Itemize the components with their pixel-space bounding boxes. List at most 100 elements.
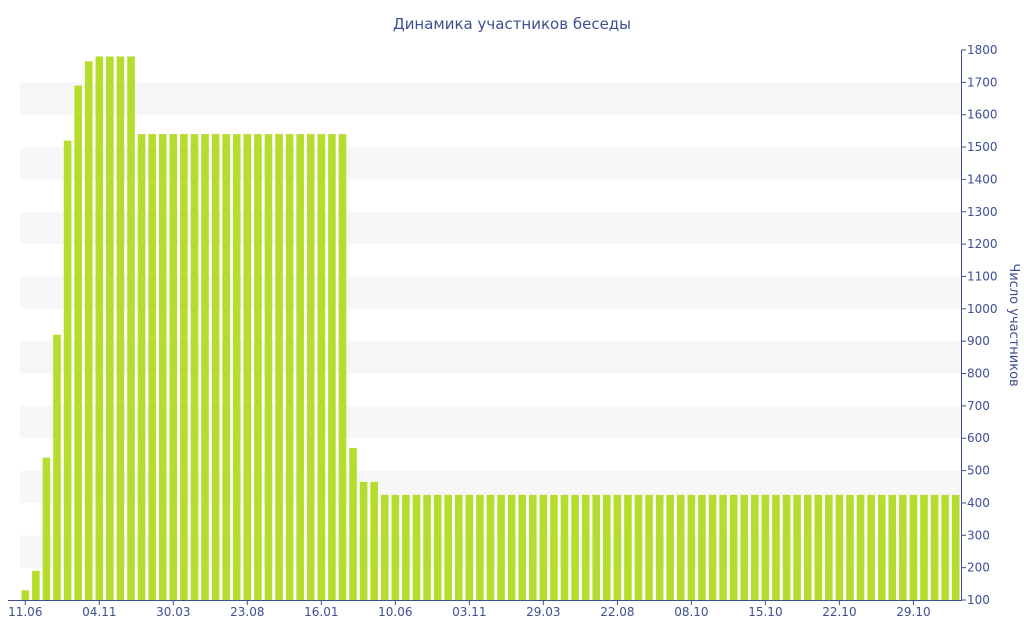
bar: [275, 134, 283, 600]
bar: [793, 494, 801, 600]
bar: [698, 494, 706, 600]
y-axis-ticks: 100 200 300 400 500 600 700 800 900 1000 1100 1200 1…: [961, 43, 998, 607]
bar: [550, 494, 558, 600]
y-tick-label: 1800: [967, 43, 998, 57]
x-tick-label: 30.03: [156, 605, 190, 619]
bar: [613, 494, 622, 600]
bar: [285, 134, 294, 600]
bar: [243, 134, 252, 600]
chart-title: Динамика участников беседы: [393, 15, 631, 33]
y-tick-label: 500: [967, 464, 990, 478]
y-tick-label: 1100: [967, 269, 998, 283]
bar: [486, 494, 495, 600]
bar: [211, 134, 220, 600]
bar: [909, 494, 918, 600]
bar: [655, 494, 664, 600]
bar: [814, 494, 823, 600]
bar: [846, 494, 854, 600]
bar: [169, 134, 178, 600]
y-tick-label: 1000: [967, 302, 998, 316]
y-tick-label: 1400: [967, 172, 998, 186]
bar: [423, 494, 431, 600]
bar: [232, 134, 241, 600]
bar: [539, 494, 548, 600]
x-tick-label: 03.11: [452, 605, 486, 619]
y-tick-label: 400: [967, 496, 990, 510]
x-tick-label: 29.10: [896, 605, 930, 619]
bar: [201, 134, 209, 600]
y-tick-label: 900: [967, 334, 990, 348]
bars: [21, 56, 960, 601]
bar: [856, 494, 865, 600]
bar: [21, 590, 30, 600]
bar: [624, 494, 632, 600]
bar: [74, 85, 82, 601]
bar: [835, 494, 844, 600]
bar: [306, 134, 315, 600]
bar: [317, 134, 326, 600]
bar: [719, 494, 727, 600]
bar: [359, 481, 368, 600]
bar: [528, 494, 537, 600]
bar: [603, 494, 611, 600]
grid-band: [20, 82, 961, 115]
bar: [433, 494, 442, 600]
bar: [666, 494, 675, 600]
bar: [370, 481, 378, 600]
bar: [84, 61, 93, 600]
bar: [888, 494, 897, 600]
x-tick-label: 11.06: [8, 605, 42, 619]
y-tick-label: 1700: [967, 75, 998, 89]
bar: [53, 334, 61, 600]
bar: [296, 134, 304, 600]
x-tick-label: 29.03: [526, 605, 560, 619]
bar: [571, 494, 579, 600]
bar: [158, 134, 167, 600]
bar: [380, 494, 389, 600]
bar: [63, 140, 72, 600]
bar: [106, 56, 114, 601]
bar: [391, 494, 400, 600]
bar: [465, 494, 474, 600]
y-tick-label: 1500: [967, 140, 998, 154]
bar: [761, 494, 770, 600]
y-tick-label: 700: [967, 399, 990, 413]
x-tick-label: 08.10: [674, 605, 708, 619]
x-tick-label: 15.10: [748, 605, 782, 619]
x-tick-label: 10.06: [378, 605, 412, 619]
bar: [782, 494, 791, 600]
bar: [729, 494, 738, 600]
x-tick-label: 22.10: [822, 605, 856, 619]
bar: [518, 494, 527, 600]
y-tick-label: 100: [967, 593, 990, 607]
bar: [180, 134, 188, 600]
bar: [116, 56, 125, 601]
bar: [560, 494, 569, 600]
bar: [634, 494, 643, 600]
y-axis-title: Число участников: [1006, 263, 1021, 386]
bar: [338, 134, 347, 600]
y-tick-label: 1600: [967, 108, 998, 122]
bar: [941, 494, 949, 600]
bar: [42, 457, 51, 600]
bar: [751, 494, 759, 600]
bar: [740, 494, 749, 600]
y-tick-label: 800: [967, 367, 990, 381]
bar: [877, 494, 886, 600]
bar: [137, 134, 146, 600]
bar: [32, 570, 40, 600]
bar: [328, 134, 336, 600]
bar: [687, 494, 696, 600]
x-tick-label: 04.11: [82, 605, 116, 619]
y-tick-label: 600: [967, 431, 990, 445]
x-axis-ticks: 11.06 04.11 30.03 23.08 16.01 10.06 03.11 29.03…: [8, 600, 931, 619]
bar: [645, 494, 653, 600]
bar: [772, 494, 780, 600]
x-tick-label: 22.08: [600, 605, 634, 619]
bar: [444, 494, 453, 600]
bar: [412, 494, 421, 600]
axes: [8, 50, 962, 601]
bar: [708, 494, 717, 600]
